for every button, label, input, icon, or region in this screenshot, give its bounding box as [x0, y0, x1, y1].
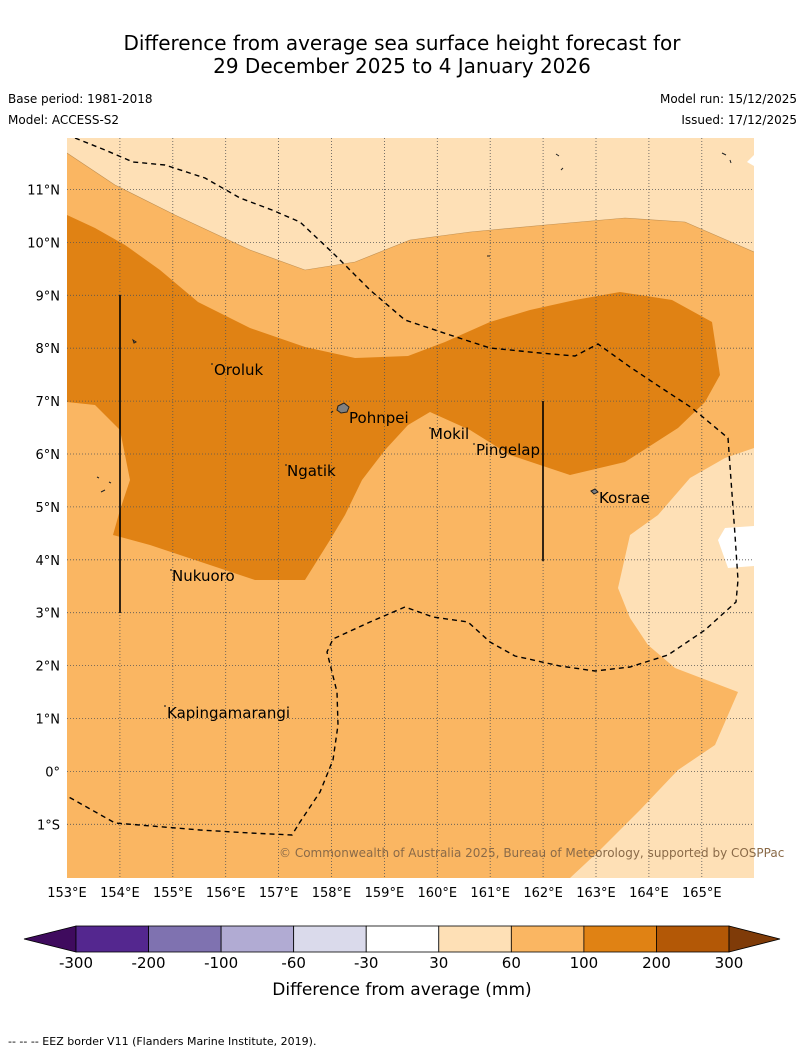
- longitude-label: 165°E: [682, 886, 722, 901]
- colorbar-segment: [221, 926, 294, 952]
- map-area: Oroluk Pohnpei Mokil Pingelap Ngatik Kos…: [67, 138, 754, 878]
- place-label-pingelap: Pingelap: [476, 441, 540, 459]
- latitude-label: 6°N: [36, 448, 61, 463]
- colorbar-segment: [511, 926, 584, 952]
- latitude-label: 8°N: [36, 342, 61, 357]
- latitude-label: 7°N: [36, 395, 61, 410]
- latitude-label: 11°N: [27, 184, 60, 199]
- colorbar-segment: [366, 926, 439, 952]
- latitude-label: 9°N: [36, 289, 61, 304]
- colorbar-tick-label: -200: [132, 954, 166, 972]
- longitude-label: 153°E: [47, 886, 87, 901]
- longitude-label: 158°E: [312, 886, 352, 901]
- colorbar-segment: [149, 926, 222, 952]
- colorbar-tick-label: -60: [281, 954, 306, 972]
- colorbar-label: Difference from average (mm): [272, 980, 531, 1000]
- colorbar-tick-label: -30: [354, 954, 379, 972]
- colorbar-segment: [76, 926, 149, 952]
- colorbar-segment: [294, 926, 367, 952]
- colorbar-segment: [656, 926, 729, 952]
- colorbar-tick-label: -300: [59, 954, 93, 972]
- colorbar-tick-label: -100: [204, 954, 238, 972]
- latitude-label: 3°N: [36, 607, 61, 622]
- place-label-kapingamarangi: Kapingamarangi: [167, 704, 290, 722]
- colorbar: [24, 926, 780, 952]
- longitude-label: 154°E: [100, 886, 140, 901]
- place-label-pohnpei: Pohnpei: [349, 409, 409, 427]
- place-label-nukuoro: Nukuoro: [172, 567, 235, 585]
- colorbar-tick-label: 30: [429, 954, 448, 972]
- longitude-label: 155°E: [153, 886, 193, 901]
- colorbar-tick-label: 60: [502, 954, 521, 972]
- latitude-label: 10°N: [27, 236, 60, 251]
- place-label-ngatik: Ngatik: [287, 462, 336, 480]
- longitude-label: 157°E: [259, 886, 299, 901]
- longitude-label: 161°E: [470, 886, 510, 901]
- colorbar-tick-label: 200: [642, 954, 671, 972]
- latitude-label: 0°: [45, 765, 60, 780]
- longitude-label: 163°E: [576, 886, 616, 901]
- colorbar-extend-high: [729, 926, 780, 952]
- latitude-label: 5°N: [36, 501, 61, 516]
- colorbar-tick-label: 300: [715, 954, 744, 972]
- colorbar-segment: [584, 926, 657, 952]
- oroluk-dot: [211, 363, 213, 365]
- colorbar-ticks: -300 -200 -100 -60 -30 30 60 100 200 300: [59, 954, 743, 972]
- latitude-label: 1°N: [36, 713, 61, 728]
- copyright-notice: © Commonwealth of Australia 2025, Bureau…: [279, 846, 784, 860]
- longitude-label: 159°E: [365, 886, 405, 901]
- pingelap-dot: [473, 443, 475, 445]
- place-label-oroluk: Oroluk: [214, 361, 263, 379]
- longitude-label: 160°E: [418, 886, 458, 901]
- colorbar-extend-low: [24, 926, 76, 952]
- colorbar-segment: [439, 926, 512, 952]
- latitude-label: 1°S: [37, 818, 60, 833]
- longitude-label: 156°E: [206, 886, 246, 901]
- place-label-mokil: Mokil: [430, 425, 469, 443]
- place-label-kosrae: Kosrae: [599, 489, 650, 507]
- latitude-label: 4°N: [36, 554, 61, 569]
- colorbar-tick-label: 100: [570, 954, 599, 972]
- eez-legend: -- -- -- EEZ border V11 (Flanders Marine…: [8, 1035, 316, 1048]
- latitude-label: 2°N: [36, 660, 61, 675]
- kapingamarangi-dot: [164, 705, 166, 707]
- latitude-labels: 11°N 10°N 9°N 8°N 7°N 6°N 5°N 4°N 3°N 2°N 1°N 0° 1°S: [27, 184, 60, 834]
- longitude-label: 164°E: [629, 886, 669, 901]
- longitude-labels: 153°E 154°E 155°E 156°E 157°E 158°E 159°E 160°E…: [47, 886, 721, 901]
- longitude-label: 162°E: [523, 886, 563, 901]
